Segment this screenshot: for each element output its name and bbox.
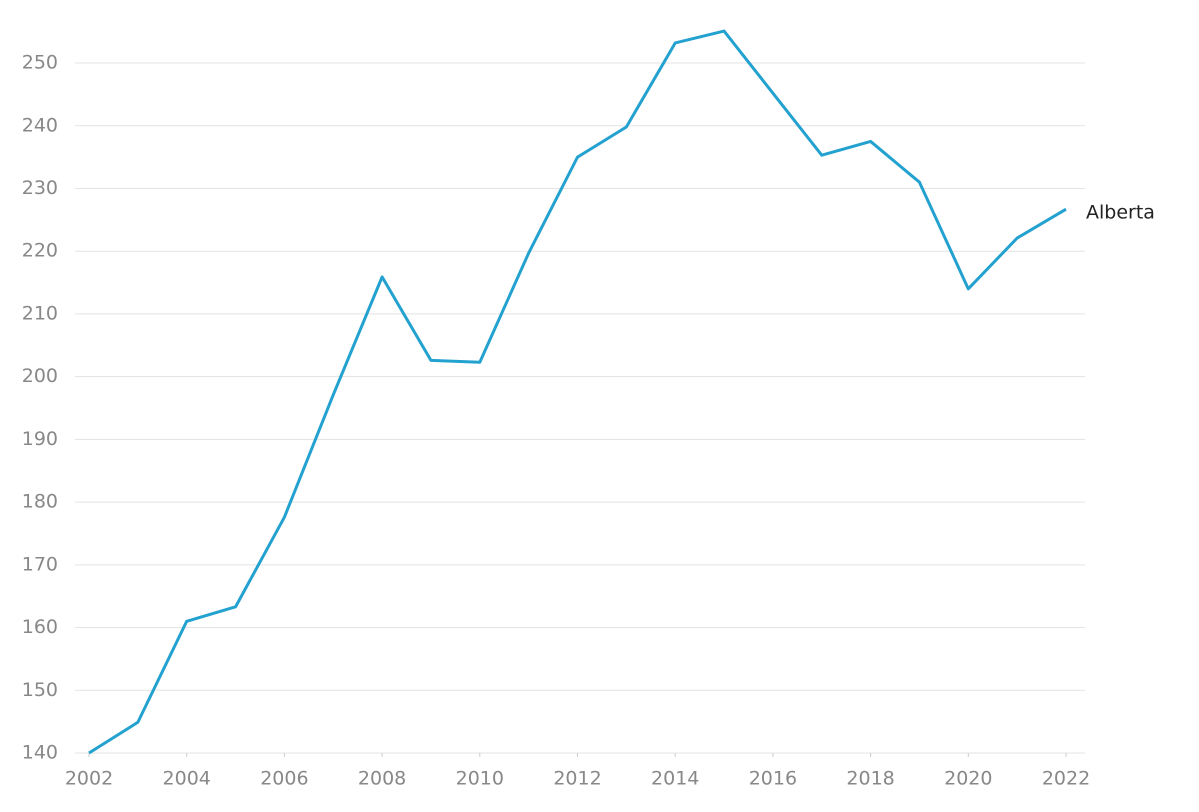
x-tick-label: 2008 [358, 768, 406, 790]
y-tick-label: 140 [22, 742, 58, 764]
y-tick-label: 240 [22, 114, 58, 136]
y-tick-label: 220 [22, 240, 58, 262]
y-tick-label: 160 [22, 616, 58, 638]
y-tick-label: 180 [22, 491, 58, 513]
x-tick-label: 2010 [456, 768, 504, 790]
x-tick-label: 2006 [260, 768, 308, 790]
x-tick-label: 2016 [749, 768, 797, 790]
y-tick-label: 200 [22, 365, 58, 387]
y-tick-label: 250 [22, 52, 58, 74]
x-tick-label: 2020 [944, 768, 992, 790]
x-tick-label: 2004 [163, 768, 211, 790]
y-tick-label: 170 [22, 553, 58, 575]
x-tick-label: 2022 [1042, 768, 1090, 790]
y-tick-label: 150 [22, 679, 58, 701]
x-tick-label: 2014 [651, 768, 699, 790]
line [88, 29, 1067, 755]
y-tick-label: 190 [22, 428, 58, 450]
x-tick-label: 2018 [846, 768, 894, 790]
y-tick-label: 230 [22, 177, 58, 199]
x-tick-label: 2002 [65, 768, 113, 790]
series-label: Alberta [1086, 202, 1155, 224]
x-tick-label: 2012 [553, 768, 601, 790]
y-tick-label: 210 [22, 302, 58, 324]
